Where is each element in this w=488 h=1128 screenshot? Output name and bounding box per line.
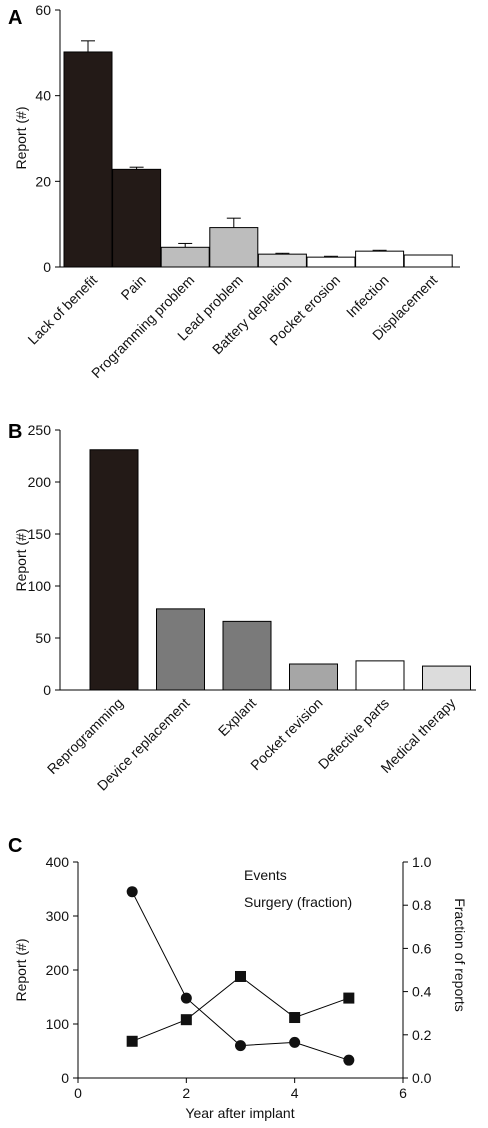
panel-b-bar-defective-parts xyxy=(355,660,405,691)
panel-b-y-tick-label: 200 xyxy=(28,474,52,490)
panel-c-surgery-fraction-point xyxy=(289,1012,301,1024)
panel-c-events-point xyxy=(235,1040,246,1052)
panel-c-events-point xyxy=(126,886,138,898)
panel-b-y-tick-label: 100 xyxy=(28,578,52,594)
panel-a-category-label-pain: Pain xyxy=(118,272,149,303)
panel-c-surgery-fraction-line xyxy=(131,975,350,1042)
panel-c-y-tick-label: 100 xyxy=(46,1016,70,1032)
panel-a-y-tick-label: 60 xyxy=(35,2,51,18)
panel-c-events-point xyxy=(180,992,192,1004)
panel-c-x-tick-label: 6 xyxy=(399,1085,407,1101)
panel-c-y2-tick-label: 0.8 xyxy=(412,897,432,913)
panel-b-bar-reprogramming xyxy=(89,449,139,691)
panel-b-bar-pocket-revision xyxy=(289,663,338,691)
panel-c-events-point xyxy=(343,1054,355,1066)
panel-b-bar-device-replacement xyxy=(156,608,205,691)
panel-c-surgery-fraction-point xyxy=(180,1014,192,1026)
panel-c-x-tick-label: 4 xyxy=(291,1085,299,1101)
panel-c-y2-tick-label: 0.2 xyxy=(412,1027,432,1043)
panel-a-y-axis-label: Report (#) xyxy=(13,106,29,169)
panel-a-bar-pain xyxy=(112,168,162,268)
panel-c-surgery-fraction-point xyxy=(235,970,246,982)
panel-c-surgery-fraction-point xyxy=(126,1035,138,1047)
legend-surgery-fraction: Surgery (fraction) xyxy=(244,894,352,910)
panel-c-y2-tick-label: 0.4 xyxy=(412,984,432,1000)
panel-c-x-tick-label: 0 xyxy=(74,1085,82,1101)
panel-a-category-label-lack-of-benefit: Lack of benefit xyxy=(24,272,100,348)
panel-c-y-tick-label: 0 xyxy=(61,1070,69,1086)
panel-label-b: B xyxy=(8,421,22,443)
panel-c-y-tick-label: 400 xyxy=(46,854,70,870)
panel-b-category-label-explant: Explant xyxy=(215,695,259,739)
panel-a-bar-pocket-erosion xyxy=(306,256,356,268)
panel-c-y2-tick-label: 1.0 xyxy=(412,854,432,870)
panel-c-x-tick-label: 2 xyxy=(182,1085,190,1101)
panel-a-y-tick-label: 20 xyxy=(35,173,51,189)
panel-b-y-axis-label: Report (#) xyxy=(13,528,29,591)
panel-b-y-tick-label: 50 xyxy=(35,630,51,646)
panel-a-bar-infection xyxy=(355,250,405,268)
legend-events: Events xyxy=(244,867,287,883)
panel-c-x-axis-label: Year after implant xyxy=(185,1105,294,1121)
panel-c-y2-tick-label: 0.6 xyxy=(412,940,432,956)
panel-c-y-axis-label: Report (#) xyxy=(13,938,29,1001)
panel-label-c: C xyxy=(8,835,22,857)
panel-c: C Report (#) Fraction of reports Year af… xyxy=(8,835,468,1121)
panel-c-y2-tick-label: 0.0 xyxy=(412,1070,432,1086)
panel-c-y-tick-label: 300 xyxy=(46,908,70,924)
panel-a-bar-programming-problem xyxy=(160,246,210,268)
panel-label-a: A xyxy=(8,7,22,29)
panel-b-y-tick-label: 250 xyxy=(28,422,52,438)
panel-c-surgery-fraction-point xyxy=(343,992,355,1004)
panel-a-bar-lack-of-benefit xyxy=(63,51,113,268)
panel-b: B Report (#) 050100150200250Reprogrammin… xyxy=(8,421,476,794)
panel-c-y-tick-label: 200 xyxy=(46,962,70,978)
panel-a-y-tick-label: 0 xyxy=(43,259,51,275)
panel-a-bar-battery-depletion xyxy=(257,253,307,268)
panel-c-events-point xyxy=(289,1036,301,1048)
panel-b-bar-explant xyxy=(222,620,272,691)
panel-a-category-label-infection: Infection xyxy=(343,272,392,321)
panel-b-y-tick-label: 150 xyxy=(28,526,52,542)
panel-b-y-tick-label: 0 xyxy=(43,682,51,698)
panel-b-category-label-pocket-revision: Pocket revision xyxy=(247,695,325,773)
panel-a-bar-lead-problem xyxy=(209,227,259,268)
panel-b-bar-medical-therapy xyxy=(422,665,471,691)
panel-a-y-tick-label: 40 xyxy=(35,88,51,104)
panel-a-bar-displacement xyxy=(403,254,453,268)
panel-c-y2-axis-label: Fraction of reports xyxy=(452,898,468,1012)
